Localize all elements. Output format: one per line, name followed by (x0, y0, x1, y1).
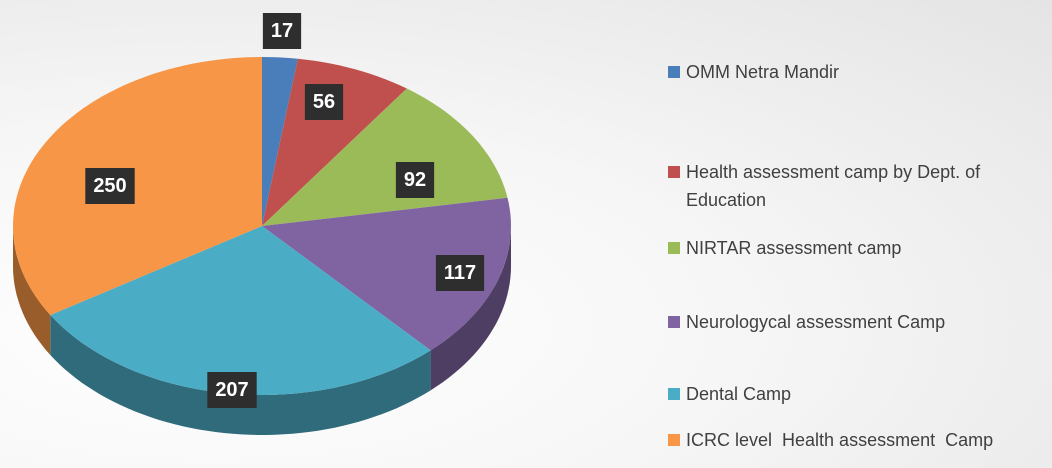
data-label-box (395, 162, 435, 198)
legend-swatch (668, 388, 680, 400)
legend-label: Neurologycal assessment Camp (686, 312, 946, 332)
legend-item: OMM Netra Mandir (668, 58, 1048, 86)
legend-item: Neurologycal assessment Camp (668, 308, 1048, 336)
slice (262, 197, 511, 351)
legend-swatch (668, 166, 680, 178)
data-label: 92 (395, 162, 435, 198)
data-label-text: 117 (444, 262, 476, 284)
data-label-box (304, 84, 344, 120)
legend-label: NIRTAR assessment camp (686, 238, 902, 258)
data-label-text: 207 (215, 379, 248, 401)
data-label-text: 17 (271, 20, 293, 42)
slice (262, 88, 508, 226)
data-label: 17 (262, 13, 302, 49)
data-label-box (435, 255, 485, 291)
chart: 17 56 92 117 207 250 (13, 13, 511, 435)
legend-swatch (668, 66, 680, 78)
legend-item: Dental Camp (668, 380, 1048, 408)
slice (50, 226, 431, 395)
data-label: 117 (435, 255, 485, 291)
data-label-box (85, 168, 135, 204)
legend-swatch (668, 316, 680, 328)
slice-side (13, 226, 51, 355)
legend-item: ICRC level Health assessment Camp (668, 426, 1048, 454)
legend-item: Health assessment camp by Dept. of Educa… (668, 158, 1048, 214)
slice-side (50, 315, 431, 435)
legend-label: Dental Camp (686, 384, 792, 404)
data-label-text: 56 (313, 91, 335, 113)
data-label: 207 (207, 372, 257, 408)
data-label-text: 250 (93, 175, 126, 197)
slice-side (430, 226, 511, 391)
slice (262, 58, 407, 226)
legend-swatch (668, 434, 680, 446)
legend: OMM Netra Mandir Health assessment camp b… (668, 0, 1052, 468)
legend-item: NIRTAR assessment camp (668, 234, 1048, 262)
legend-label: OMM Netra Mandir (686, 62, 840, 82)
slice (13, 57, 262, 315)
data-label-box (207, 372, 257, 408)
data-label-text: 92 (404, 169, 426, 191)
legend-label: Health assessment camp by Dept. of Educa… (686, 162, 986, 210)
slice (262, 57, 298, 226)
data-label-box (262, 13, 302, 49)
data-label: 250 (85, 168, 135, 204)
legend-label: ICRC level Health assessment Camp (686, 430, 994, 450)
data-label: 56 (304, 84, 344, 120)
legend-swatch (668, 242, 680, 254)
